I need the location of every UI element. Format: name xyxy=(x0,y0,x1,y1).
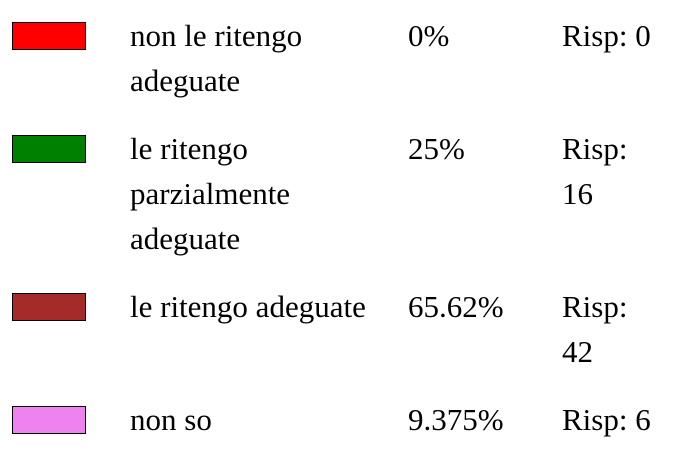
item-responses: Risp: 42 xyxy=(562,289,628,369)
page: non le ritengo adeguate 0% Risp: 0 le riten… xyxy=(12,18,651,437)
item-percent: 65.62% xyxy=(408,289,504,324)
color-swatch xyxy=(12,135,86,163)
item-percent: 0% xyxy=(408,18,450,53)
item-label: le ritengo adeguate xyxy=(130,289,366,324)
item-percent: 25% xyxy=(408,131,465,166)
item-responses: Risp: 0 xyxy=(562,18,651,53)
color-swatch xyxy=(12,22,86,50)
item-label: non so xyxy=(130,402,212,437)
legend-row: non le ritengo adeguate 0% Risp: 0 xyxy=(0,13,687,126)
item-responses: Risp: 16 xyxy=(562,131,628,211)
legend-row: non so 9.375% Risp: 6 xyxy=(0,397,687,465)
item-percent: 9.375% xyxy=(408,402,504,437)
color-swatch xyxy=(12,293,86,321)
item-responses: Risp: 6 xyxy=(562,402,651,437)
item-label: le ritengo parzialmente adeguate xyxy=(130,131,291,256)
legend-row: le ritengo parzialmente adeguate 25% Risp:… xyxy=(0,126,687,284)
color-swatch xyxy=(12,406,86,434)
legend-row: le ritengo adeguate 65.62% Risp: 42 xyxy=(0,284,687,397)
item-label: non le ritengo adeguate xyxy=(130,18,303,98)
legend: non le ritengo adeguate 0% Risp: 0 le riten… xyxy=(0,13,687,465)
